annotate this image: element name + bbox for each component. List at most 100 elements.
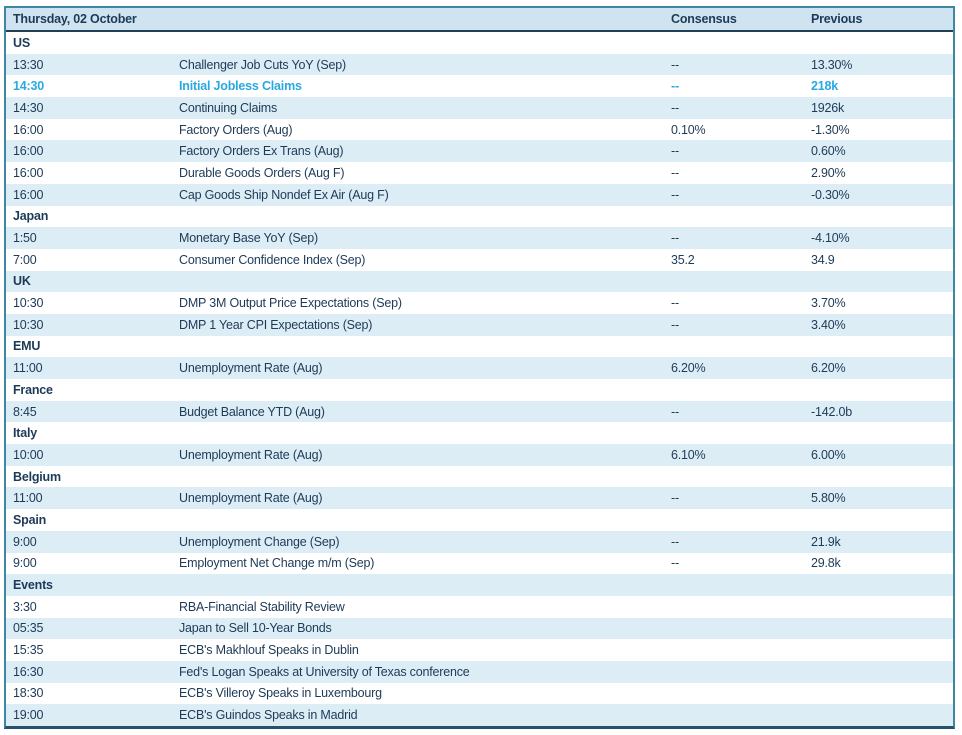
event-row: 16:00 Durable Goods Orders (Aug F) -- 2.90%	[6, 162, 953, 184]
consensus-cell: --	[671, 144, 679, 159]
consensus-column-header: Consensus	[671, 12, 737, 26]
event-row: 9:00 Unemployment Change (Sep) -- 21.9k	[6, 530, 953, 553]
event-cell: Budget Balance YTD (Aug)	[179, 404, 325, 419]
event-cell: ECB's Makhlouf Speaks in Dublin	[179, 643, 359, 658]
previous-cell: 13.30%	[811, 57, 853, 72]
section-row: EMU	[6, 335, 953, 358]
consensus-cell: 35.2	[671, 252, 695, 267]
section-label: Belgium	[13, 469, 61, 484]
event-row: 16:00 Cap Goods Ship Nondef Ex Air (Aug F…	[6, 183, 953, 206]
event-row: 8:45 Budget Balance YTD (Aug) -- -142.0b	[6, 400, 953, 423]
section-row: US	[6, 32, 953, 54]
event-row: 14:30 Initial Jobless Claims -- 218k	[6, 75, 953, 98]
previous-cell: 6.00%	[811, 447, 846, 462]
event-cell: ECB's Guindos Speaks in Madrid	[179, 708, 358, 723]
consensus-cell: 6.10%	[671, 447, 706, 462]
previous-cell: 218k	[811, 79, 839, 94]
event-row: 1:50 Monetary Base YoY (Sep) -- -4.10%	[6, 227, 953, 249]
event-row: 18:30 ECB's Villeroy Speaks in Luxembourg	[6, 682, 953, 705]
previous-cell: 0.60%	[811, 144, 846, 159]
section-label: Events	[13, 578, 53, 593]
event-cell: DMP 1 Year CPI Expectations (Sep)	[179, 317, 373, 332]
time-cell: 7:00	[13, 252, 37, 267]
time-cell: 1:50	[13, 231, 37, 246]
event-cell: Initial Jobless Claims	[179, 79, 302, 94]
consensus-cell: --	[671, 165, 679, 180]
time-cell: 10:30	[13, 296, 44, 311]
event-row: 13:30 Challenger Job Cuts YoY (Sep) -- 13.3…	[6, 53, 953, 76]
economic-calendar-table: Thursday, 02 October Consensus Previous …	[4, 6, 955, 729]
event-cell: Unemployment Rate (Aug)	[179, 361, 323, 376]
previous-cell: 29.8k	[811, 556, 841, 571]
time-cell: 18:30	[13, 686, 44, 701]
consensus-cell: --	[671, 404, 679, 419]
section-label: EMU	[13, 339, 41, 354]
event-row: 16:00 Factory Orders Ex Trans (Aug) -- 0.60…	[6, 140, 953, 163]
event-cell: DMP 3M Output Price Expectations (Sep)	[179, 296, 402, 311]
event-cell: Fed's Logan Speaks at University of Texa…	[179, 664, 470, 679]
event-cell: Monetary Base YoY (Sep)	[179, 231, 319, 246]
event-cell: Challenger Job Cuts YoY (Sep)	[179, 57, 346, 72]
event-cell: Continuing Claims	[179, 100, 278, 115]
time-cell: 13:30	[13, 57, 44, 72]
event-cell: Japan to Sell 10-Year Bonds	[179, 621, 332, 636]
event-row: 10:30 DMP 1 Year CPI Expectations (Sep) --…	[6, 313, 953, 336]
event-row: 7:00 Consumer Confidence Index (Sep) 35.2 3…	[6, 248, 953, 271]
section-label: US	[13, 35, 30, 50]
time-cell: 8:45	[13, 404, 37, 419]
time-cell: 9:00	[13, 556, 37, 571]
time-cell: 11:00	[13, 491, 43, 506]
consensus-cell: --	[671, 79, 679, 94]
previous-cell: -142.0b	[811, 404, 852, 419]
time-cell: 14:30	[13, 79, 44, 94]
event-cell: Unemployment Change (Sep)	[179, 534, 340, 549]
event-cell: Durable Goods Orders (Aug F)	[179, 165, 345, 180]
time-cell: 19:00	[13, 708, 44, 723]
event-row: 3:30 RBA-Financial Stability Review	[6, 595, 953, 618]
previous-cell: 3.40%	[811, 317, 846, 332]
event-row: 15:35 ECB's Makhlouf Speaks in Dublin	[6, 639, 953, 661]
event-row: 9:00 Employment Net Change m/m (Sep) -- 29.…	[6, 552, 953, 575]
section-label: France	[13, 382, 53, 397]
event-row: 05:35 Japan to Sell 10-Year Bonds	[6, 617, 953, 640]
event-cell: RBA-Financial Stability Review	[179, 599, 345, 614]
section-row: France	[6, 379, 953, 401]
event-row: 11:00 Unemployment Rate (Aug) -- 5.80%	[6, 487, 953, 510]
consensus-cell: --	[671, 296, 679, 311]
time-cell: 16:00	[13, 144, 44, 159]
section-label: Italy	[13, 426, 38, 441]
previous-cell: 21.9k	[811, 534, 841, 549]
section-label: Japan	[13, 209, 49, 224]
section-row: Japan	[6, 205, 953, 228]
previous-cell: 2.90%	[811, 165, 846, 180]
consensus-cell: --	[671, 534, 679, 549]
consensus-cell: --	[671, 556, 679, 571]
event-row: 19:00 ECB's Guindos Speaks in Madrid	[6, 704, 953, 726]
event-cell: Unemployment Rate (Aug)	[179, 491, 323, 506]
calendar-rows: US 13:30 Challenger Job Cuts YoY (Sep) -- 13…	[6, 32, 953, 726]
section-row: Events	[6, 574, 953, 596]
time-cell: 9:00	[13, 534, 37, 549]
event-cell: Cap Goods Ship Nondef Ex Air (Aug F)	[179, 187, 389, 202]
event-cell: Factory Orders (Aug)	[179, 122, 293, 137]
section-row: Italy	[6, 422, 953, 445]
event-cell: Employment Net Change m/m (Sep)	[179, 556, 375, 571]
event-row: 14:30 Continuing Claims -- 1926k	[6, 97, 953, 119]
previous-cell: 1926k	[811, 100, 845, 115]
previous-column-header: Previous	[811, 12, 863, 26]
consensus-cell: 0.10%	[671, 122, 706, 137]
date-header: Thursday, 02 October	[13, 12, 137, 26]
section-label: UK	[13, 274, 31, 289]
consensus-cell: --	[671, 100, 679, 115]
time-cell: 16:00	[13, 122, 44, 137]
previous-cell: 3.70%	[811, 296, 846, 311]
consensus-cell: --	[671, 231, 679, 246]
previous-cell: 34.9	[811, 252, 835, 267]
event-row: 11:00 Unemployment Rate (Aug) 6.20% 6.20%	[6, 357, 953, 379]
consensus-cell: --	[671, 187, 679, 202]
event-cell: Consumer Confidence Index (Sep)	[179, 252, 366, 267]
previous-cell: -4.10%	[811, 231, 850, 246]
time-cell: 10:30	[13, 317, 44, 332]
event-cell: Factory Orders Ex Trans (Aug)	[179, 144, 344, 159]
section-row: Spain	[6, 509, 953, 531]
